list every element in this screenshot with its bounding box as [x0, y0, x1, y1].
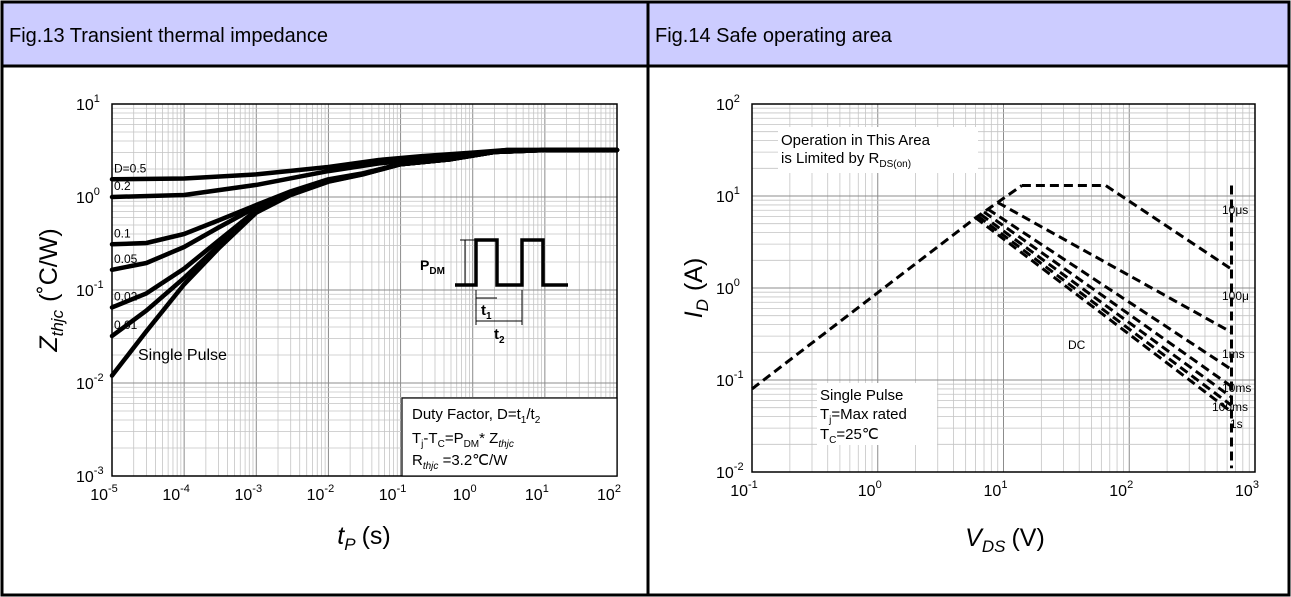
x-tick-label: 102 [1109, 479, 1133, 500]
pulse-note-line1: Single Pulse [820, 387, 903, 404]
x-tick-label: 10-2 [307, 483, 335, 504]
series-label: 100ms [1212, 400, 1248, 414]
y-tick-label: 10-3 [76, 465, 104, 486]
series-line [996, 201, 1233, 334]
series-label: D=0.5 [114, 161, 147, 175]
pulse-waveform [455, 238, 568, 287]
y-tick-label: 102 [716, 93, 740, 114]
x-tick-label: 100 [858, 479, 882, 500]
plot-area-border [111, 103, 618, 477]
pulse-note-line3: TC=25℃ [820, 426, 879, 446]
dc-label: DC [1068, 338, 1086, 352]
x-tick-label: 102 [597, 483, 621, 504]
series-label: 10ms [1222, 381, 1251, 395]
y-tick-label: 101 [76, 93, 100, 114]
y-tick-label: 101 [716, 185, 740, 206]
y-tick-label: 10-1 [76, 279, 104, 300]
y-tick-labels: 10-3 10-2 10-1 100 101 [76, 93, 104, 486]
x-tick-label: 10-3 [234, 483, 262, 504]
x-tick-label: 10-4 [162, 483, 190, 504]
y-tick-label: 100 [716, 277, 740, 298]
t1-label: t1 [481, 302, 492, 322]
y-axis-title: Zthjc(˚C/W) [35, 228, 67, 352]
series-line [983, 210, 1233, 388]
x-tick-label: 101 [525, 483, 549, 504]
annotation-box [401, 397, 618, 477]
series-line [986, 207, 1233, 371]
series-label: 0.02 [114, 289, 138, 303]
t2-label: t2 [494, 326, 505, 346]
x-tick-label: 101 [984, 479, 1008, 500]
plot-area-border [751, 103, 1256, 473]
x-tick-label: 10-1 [730, 479, 758, 500]
series-label: 1s [1230, 417, 1243, 431]
series-labels: 10μs 100μ 1ms 10ms 100ms 1s [1212, 203, 1251, 431]
x-axis-title: tP (s) [337, 522, 390, 554]
pdm-label: PDM [420, 257, 445, 277]
x-tick-label: 10-5 [90, 483, 118, 504]
pulse-note-line2: Tj=Max rated [820, 406, 907, 426]
series-lines [109, 147, 620, 378]
series-line [1021, 184, 1233, 271]
series-line [979, 213, 1233, 399]
y-axis-title: ID(A) [680, 258, 712, 319]
annotation-rthjc: Rthjc =3.2℃/W [412, 452, 508, 472]
series-label: 1ms [1222, 347, 1245, 361]
y-tick-label: 10-1 [716, 369, 744, 390]
series-label: 0.05 [114, 252, 138, 266]
pulse-conditions-note: Single Pulse Tj=Max rated TC=25℃ [817, 383, 937, 446]
chart-fig13-thermal-impedance: 10-5 10-4 10-3 10-2 10-1 100 101 102 10-310-210… [35, 93, 621, 554]
duty-factor-box: Duty Factor, D=t1/t2 Tj-TC=PDM* Zthjc Rt… [401, 397, 618, 477]
x-tick-label: 10-1 [379, 483, 407, 504]
series-label: 100μ [1222, 289, 1249, 303]
panel-header-bg [2, 2, 648, 66]
y-tick-label: 10-2 [76, 372, 104, 393]
y-tick-label: 100 [76, 186, 100, 207]
series-line [109, 147, 620, 378]
x-axis-title: VDS (V) [965, 524, 1045, 556]
series-label: 10μs [1222, 203, 1248, 217]
series-label: Single Pulse [138, 347, 227, 364]
x-tick-label: 100 [453, 483, 477, 504]
series-label: 0.2 [114, 179, 131, 193]
series-label: 0.01 [114, 318, 138, 332]
series-line [974, 216, 1233, 414]
annotation-tj-formula: Tj-TC=PDM* Zthjc [412, 430, 514, 450]
x-tick-labels: 10-5 10-4 10-3 10-2 10-1 100 101 102 [90, 483, 621, 504]
panel-header-fig14: Fig.14 Safe operating area [655, 25, 893, 47]
pulse-diagram: PDM t1 t2 [420, 238, 568, 346]
rds-note-bg [778, 127, 978, 173]
panel-header-fig13: Fig.13 Transient thermal impedance [9, 25, 328, 47]
y-tick-labels: 10-2 10-1 100 101 102 [716, 93, 744, 482]
y-tick-label: 10-2 [716, 461, 744, 482]
panel-header-bg [648, 2, 1289, 66]
series-line [977, 215, 1233, 407]
rds-note-line1: Operation in This Area [781, 132, 931, 149]
series-label: 0.1 [114, 226, 131, 240]
annotation-duty-factor: Duty Factor, D=t1/t2 [412, 406, 541, 426]
series-lines [751, 184, 1233, 469]
x-tick-labels: 10-1 100 101 102 103 [730, 479, 1259, 500]
series-labels: D=0.5 0.2 0.1 0.05 0.02 0.01 Single Pulse [114, 161, 227, 364]
rds-note-line2: is Limited by RDS(on) [781, 150, 911, 170]
pulse-note-bg [817, 383, 937, 445]
rds-limit-note: Operation in This Area is Limited by RDS… [778, 127, 978, 173]
x-tick-label: 103 [1235, 479, 1259, 500]
